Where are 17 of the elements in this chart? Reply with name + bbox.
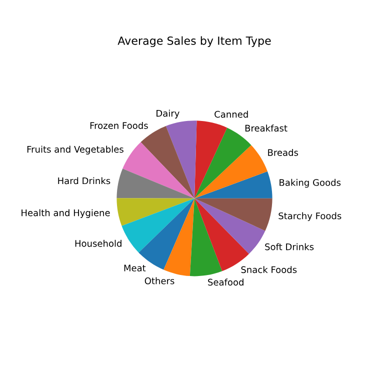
slice-label: Frozen Foods: [90, 122, 148, 129]
slice-label: Breads: [268, 148, 298, 156]
slice-label: Breakfast: [245, 124, 288, 132]
slice-label: Fruits and Vegetables: [27, 146, 124, 154]
slice-label: Hard Drinks: [58, 177, 110, 184]
chart-title: Average Sales by Item Type: [118, 36, 271, 48]
slice-label: Starchy Foods: [278, 212, 342, 222]
slice-label: Seafood: [208, 278, 244, 286]
slice-label: Canned: [214, 110, 248, 118]
slice-label: Health and Hygiene: [22, 209, 110, 218]
slice-label: Others: [144, 277, 174, 284]
slice-label: Snack Foods: [241, 266, 297, 274]
slice-label: Meat: [124, 264, 146, 272]
slice-label: Dairy: [156, 110, 180, 118]
slice-label: Baking Goods: [280, 178, 341, 188]
slice-label: Soft Drinks: [265, 243, 314, 250]
slice-label: Household: [75, 240, 122, 247]
